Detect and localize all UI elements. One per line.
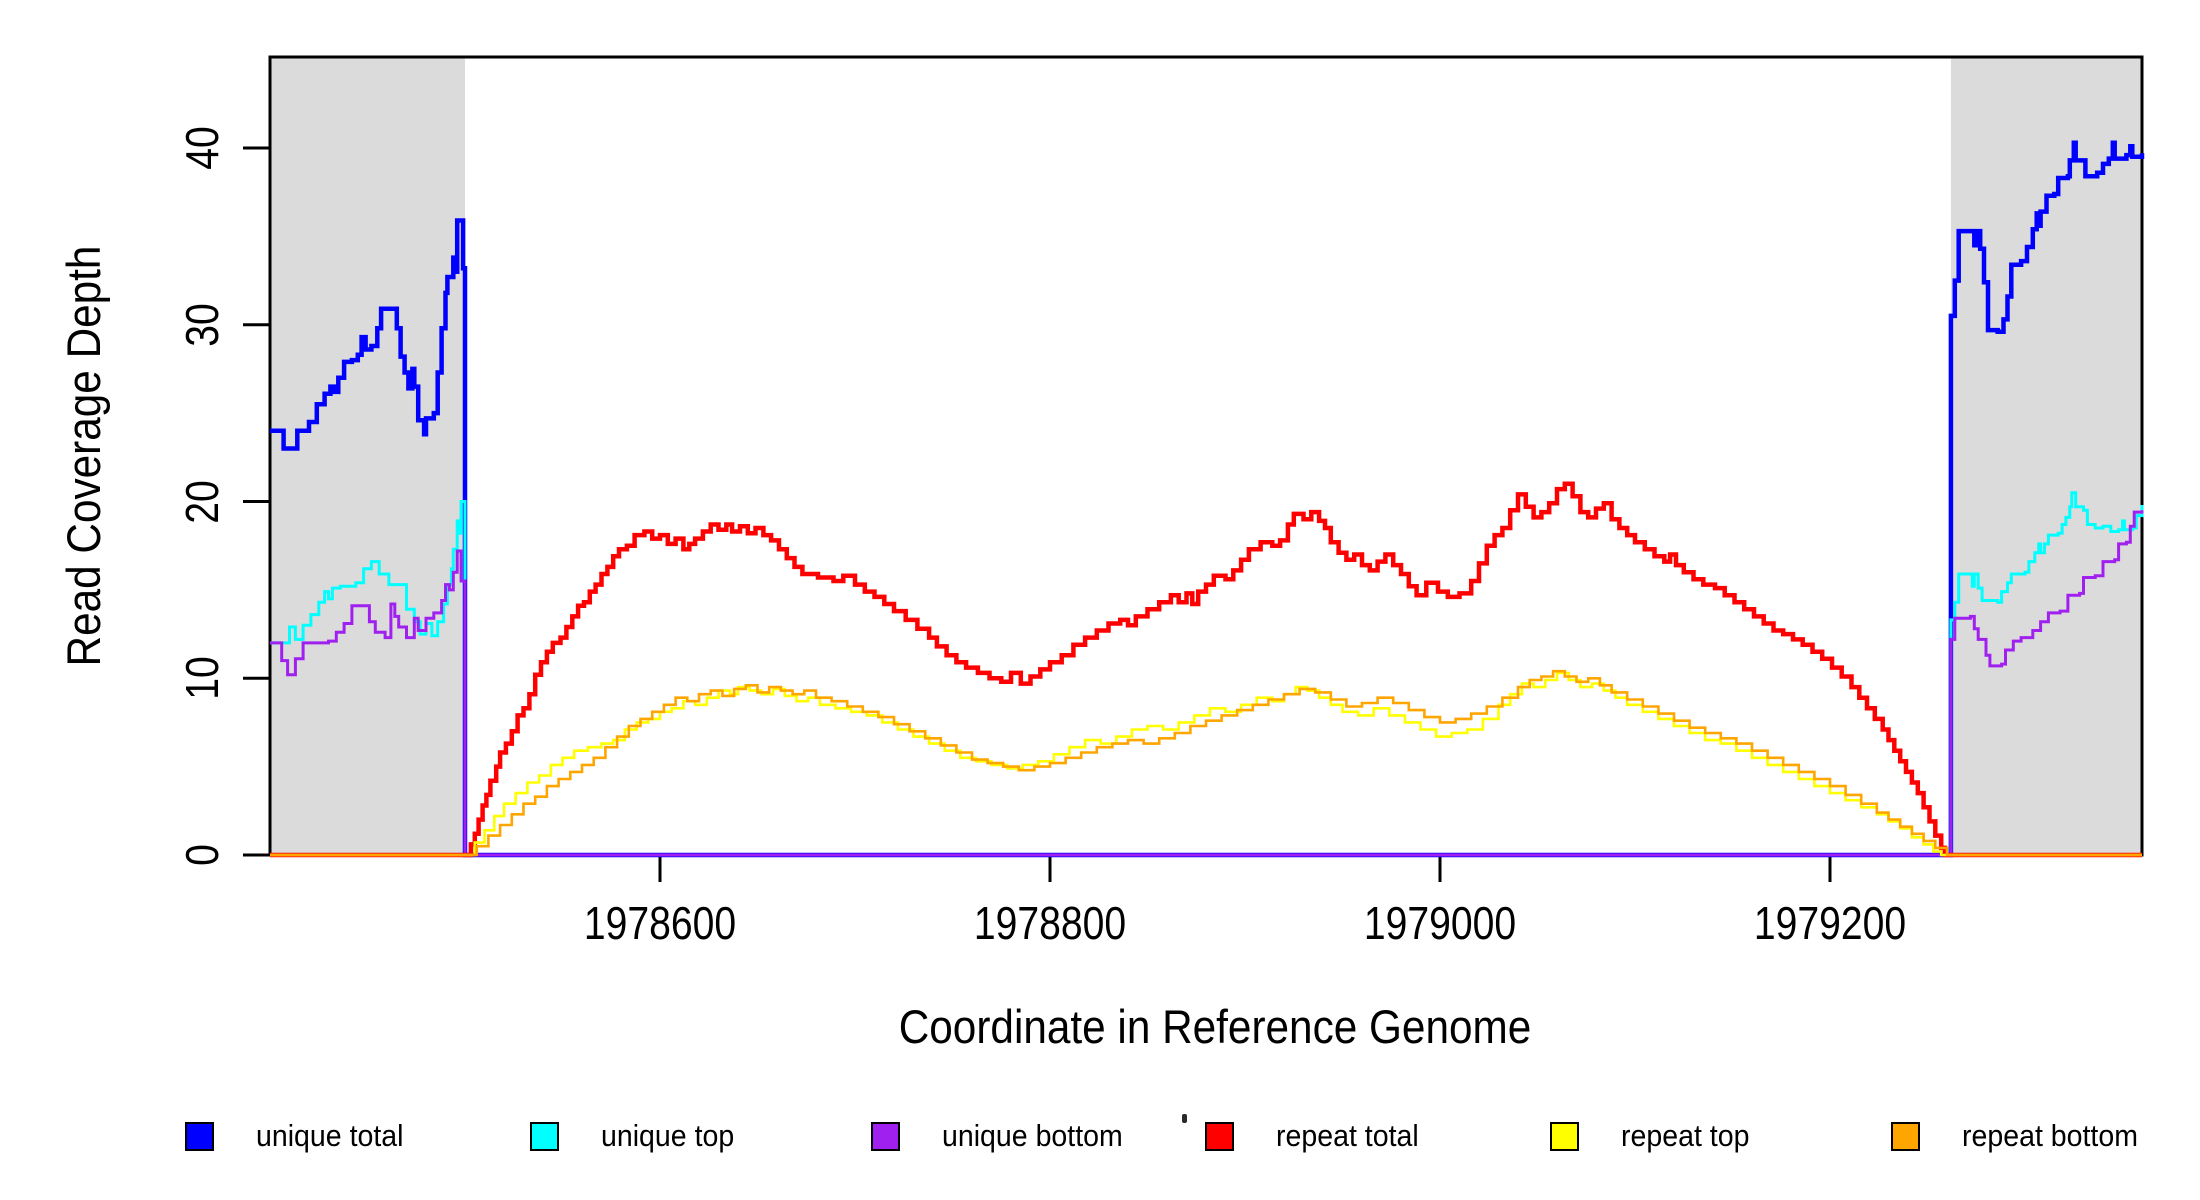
- x-tick-label: 1979200: [1753, 897, 1907, 949]
- legend-swatch-icon: [1550, 1121, 1579, 1151]
- legend-label: repeat top: [1621, 1118, 1750, 1153]
- series-repeat-bottom-line: [270, 669, 2142, 857]
- x-tick-label: 1978800: [973, 897, 1127, 949]
- x-tick-label: 1979000: [1363, 897, 1517, 949]
- legend-item-repeat-total: repeat total: [1205, 1110, 1431, 1162]
- series-unique-total-line: [270, 140, 2145, 858]
- y-tick-label: 10: [176, 656, 228, 701]
- legend-swatch-icon: [530, 1121, 559, 1151]
- stray-dot-artifact: [1182, 1114, 1187, 1123]
- legend-item-unique-bottom: unique bottom: [871, 1110, 1138, 1162]
- legend-item-repeat-top: repeat top: [1550, 1110, 1761, 1162]
- series-repeat-total-line: [270, 481, 2142, 858]
- y-tick-label: 20: [176, 479, 228, 524]
- legend-item-repeat-bottom: repeat bottom: [1891, 1110, 2153, 1162]
- series-unique-bottom-line: [270, 510, 2144, 857]
- legend-swatch-icon: [1205, 1121, 1234, 1151]
- legend-label: unique top: [601, 1118, 735, 1153]
- legend-item-unique-top: unique top: [530, 1110, 746, 1162]
- x-tick-label: 1978600: [583, 897, 737, 949]
- legend-label: unique bottom: [942, 1118, 1123, 1153]
- legend-swatch-icon: [1891, 1121, 1920, 1151]
- y-axis-title: Read Coverage Depth: [56, 245, 110, 667]
- legend-label: unique total: [256, 1118, 404, 1153]
- legend-label: repeat bottom: [1962, 1118, 2138, 1153]
- y-tick-label: 30: [176, 303, 228, 347]
- plot-box: [268, 55, 2144, 857]
- shaded-region-0: [270, 57, 465, 855]
- legend-label: repeat total: [1276, 1118, 1419, 1153]
- legend-item-unique-total: unique total: [185, 1110, 416, 1162]
- x-axis-title: Coordinate in Reference Genome: [898, 999, 1532, 1053]
- y-tick-label: 40: [176, 126, 228, 170]
- series-repeat-top-line: [270, 671, 2142, 857]
- y-tick-label: 0: [176, 844, 228, 866]
- legend-swatch-icon: [871, 1121, 900, 1151]
- legend: unique total unique top unique bottom repea…: [0, 1110, 2200, 1170]
- series-unique-top-line: [270, 491, 2144, 857]
- shaded-region-1: [1950, 57, 2142, 855]
- legend-swatch-icon: [185, 1121, 214, 1151]
